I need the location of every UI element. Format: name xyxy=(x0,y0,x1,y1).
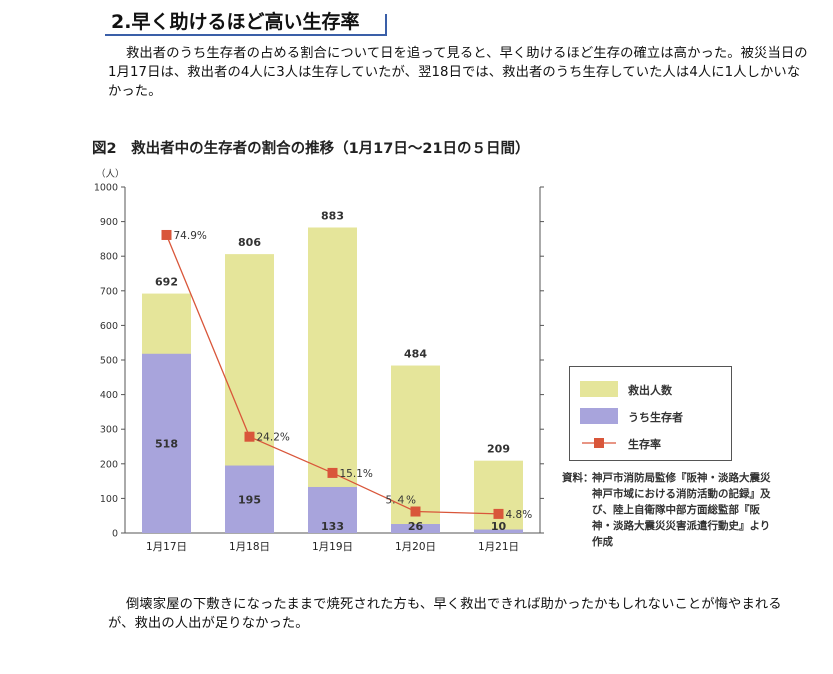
data-label-survivors: 195 xyxy=(238,493,261,506)
data-label-survivors: 26 xyxy=(408,520,424,533)
x-tick-label: 1月21日 xyxy=(478,541,519,553)
data-label-survival-rate: 4.8% xyxy=(506,509,533,521)
data-label-survival-rate: 5.４% xyxy=(386,495,417,507)
survival-rate-line xyxy=(161,229,504,519)
y-tick-label: 1000 xyxy=(94,183,118,194)
survival-rate-marker xyxy=(327,467,338,478)
x-tick-label: 1月18日 xyxy=(229,541,270,553)
bar-survivors xyxy=(308,486,357,533)
bar-survivors xyxy=(474,529,523,533)
survival-rate-marker xyxy=(161,229,172,240)
heading-accent-bar xyxy=(385,14,387,36)
section-heading: 2.早く助けるほど高い生存率 xyxy=(105,4,387,36)
data-label-rescued: 883 xyxy=(321,209,344,222)
y-tick-label: 600 xyxy=(100,321,118,332)
data-label-survivors: 10 xyxy=(491,520,507,533)
x-tick-label: 1月17日 xyxy=(146,541,187,553)
legend-label-survivors: うち生存者 xyxy=(628,411,683,424)
data-label-rescued: 692 xyxy=(155,276,178,289)
bar-survivors xyxy=(225,465,274,533)
outro-paragraph: 倒壊家屋の下敷きになったままで焼死された方も、早く救出できれば助かったかもしれな… xyxy=(108,597,782,631)
x-tick-label: 1月19日 xyxy=(312,541,353,553)
data-label-rescued: 806 xyxy=(238,236,261,249)
bar-survivors xyxy=(391,524,440,533)
y-axis-unit: （人） xyxy=(96,168,125,180)
data-label-survival-rate: 74.9% xyxy=(174,230,207,242)
y-tick-label: 800 xyxy=(100,252,118,263)
survival-rate-marker xyxy=(244,431,255,442)
y-tick-label: 300 xyxy=(100,425,118,436)
survival-rate-marker xyxy=(410,506,421,517)
y-tick-label: 500 xyxy=(100,356,118,367)
data-label-rescued: 484 xyxy=(404,348,427,361)
data-label-rescued: 209 xyxy=(487,443,510,456)
x-tick-label: 1月20日 xyxy=(395,541,436,553)
section-heading-text: 2.早く助けるほど高い生存率 xyxy=(111,11,360,33)
legend-label-rescued: 救出人数 xyxy=(628,384,672,397)
survival-rate-marker xyxy=(493,508,504,519)
y-tick-label: 200 xyxy=(100,459,118,470)
bar-rescued xyxy=(391,365,440,533)
data-label-survival-rate: 24.2% xyxy=(257,432,290,444)
bar-rescued xyxy=(474,460,523,533)
chart-title: 図2 救出者中の生存者の割合の推移（1月17日～21日の５日間） xyxy=(92,141,530,157)
y-tick-label: 0 xyxy=(112,529,118,540)
chart-bars xyxy=(142,227,523,533)
legend-swatch-rescued xyxy=(580,381,618,397)
bar-rescued xyxy=(308,227,357,533)
chart-legend: 救出人数 うち生存者 生存率 xyxy=(569,366,732,461)
data-label-survival-rate: 15.1% xyxy=(340,468,373,480)
y-tick-label: 400 xyxy=(100,390,118,401)
y-tick-label: 900 xyxy=(100,217,118,228)
source-text: 神戸市消防局監修『阪神・淡路大震災神戸市域における消防活動の記録』及び、陸上自衛… xyxy=(592,472,771,548)
chart-axes: （人） 0 100 200 300 400 500 600 700 800 900 1000 xyxy=(94,168,544,540)
bar-survivors xyxy=(142,353,191,533)
y-tick-label: 100 xyxy=(100,494,118,505)
intro-paragraph: 救出者のうち生存者の占める割合について日を追って見ると、早く助けるほど生存の確立… xyxy=(108,46,808,99)
data-label-survivors: 518 xyxy=(155,437,178,450)
legend-swatch-survival-rate xyxy=(582,438,616,448)
source-label: 資料： xyxy=(562,472,594,484)
chart-labels: 692 518 1月17日 806 195 1月18日 883 133 1月19日 484 26 1月… xyxy=(146,209,532,553)
data-label-survivors: 133 xyxy=(321,520,344,533)
legend-swatch-survivors xyxy=(580,408,618,424)
y-tick-label: 700 xyxy=(100,286,118,297)
legend-label-survival-rate: 生存率 xyxy=(628,438,661,451)
